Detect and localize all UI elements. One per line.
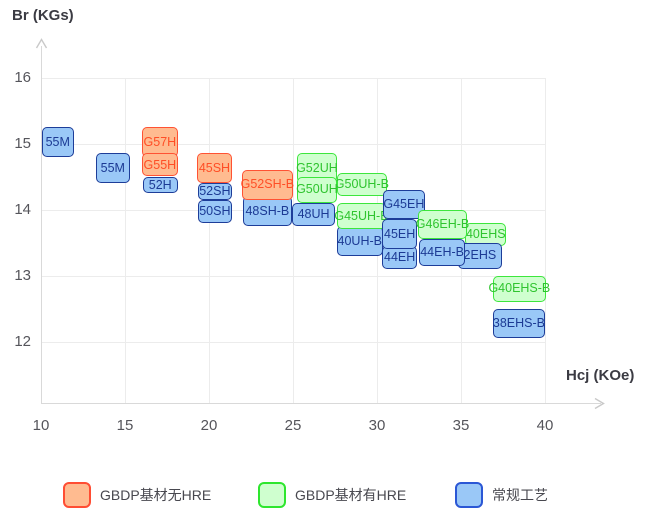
gridline-vertical [545,77,546,403]
grade-box: 55M [41,127,74,157]
grade-box-label: G50UH [296,182,338,197]
gridline-vertical [293,77,294,403]
grade-box: 45EH [382,219,418,250]
x-axis-arrow-icon [594,397,605,410]
grade-box: 48SH-B [242,196,293,226]
grade-box: 50SH [198,199,232,223]
legend-label: 常规工艺 [492,487,548,503]
grade-box: 2EHS [457,242,503,269]
x-tick-label: 15 [116,417,134,434]
grade-box: 44EH [382,245,418,269]
grade-box: G50UH-B [334,173,389,197]
grade-box-label: G52UH [296,160,338,175]
grade-box-label: G57H [143,134,177,149]
grade-box-label: 48UH [297,207,330,222]
y-tick-label: 13 [14,266,31,284]
grade-box-label: 52SH [199,184,231,199]
x-tick-label: 25 [284,417,302,434]
legend-swatch [455,482,483,508]
gridline-horizontal [41,143,545,145]
grade-box: G50UH [296,176,338,203]
grade-box-label: 50SH [199,203,231,218]
grade-box: G45UH-B [334,202,389,230]
legend-item-conventional[interactable]: 常规工艺 [455,481,548,509]
grade-box: G52SH-B [240,169,295,200]
grade-box: 44EH-B [419,239,466,266]
gridline-vertical [125,77,126,403]
legend-item-gbdp_with_hre[interactable]: GBDP基材有HRE [258,481,406,509]
grade-box-label: 38EHS-B [492,316,545,331]
grade-box: 52H [142,176,178,193]
grade-box: 38EHS-B [492,308,545,339]
y-tick-label: 15 [14,134,31,152]
x-tick-label: 10 [32,417,50,434]
legend-swatch [63,482,91,508]
gridline-horizontal [41,341,545,343]
grade-box: 55M [95,153,131,184]
grade-box: G46EH-B [415,209,470,240]
grade-box: 48UH [292,202,335,226]
y-tick-label: 16 [14,68,31,86]
grade-box-label: 48SH-B [245,203,290,218]
x-axis-title: Hcj (KOe) [566,367,635,384]
grade-box-label: G55H [143,157,177,172]
grade-box-label: 40EHS [465,226,506,241]
gridline-vertical [209,77,210,403]
grade-box-label: G50UH-B [334,177,389,192]
y-axis-title: Br (KGs) [12,7,74,24]
grade-box: G40EHS-B [488,275,550,302]
y-tick-label: 14 [14,200,31,218]
legend-item-gbdp_no_hre[interactable]: GBDP基材无HRE [63,481,211,509]
legend-label: GBDP基材有HRE [295,487,407,503]
grade-box: 52SH [198,183,232,200]
grade-box-label: 52H [148,177,172,192]
grade-box-label: 45SH [198,160,231,175]
grade-box: 40UH-B [336,226,383,256]
x-tick-label: 20 [200,417,218,434]
grade-box-label: 45EH [384,226,416,241]
y-axis-arrow-icon [35,38,48,49]
grade-box-label: G40EHS-B [488,281,551,296]
x-axis-line [41,403,601,404]
grade-box-label: G46EH-B [415,217,470,232]
y-axis-line [41,46,42,403]
grade-box-label: G45EH [383,197,425,212]
grade-box-label: 44EH-B [420,245,464,260]
x-tick-label: 35 [452,417,470,434]
grade-box-label: 44EH [384,250,416,265]
grade-box: G45EH [382,189,425,220]
grade-box: 40EHS [465,222,507,246]
grade-box-label: 55M [45,134,70,149]
y-tick-label: 12 [14,332,31,350]
x-tick-label: 30 [368,417,386,434]
grade-box-label: 2EHS [463,248,497,263]
gridline-horizontal [41,275,545,277]
grade-box: G57H [141,127,178,157]
grade-box-label: 40UH-B [337,233,382,248]
grade-box: 45SH [197,153,232,184]
grade-box-label: G52SH-B [240,177,295,192]
x-tick-label: 40 [536,417,554,434]
gridline-horizontal [41,77,545,79]
legend-label: GBDP基材无HRE [100,487,212,503]
grade-box-label: G45UH-B [334,208,389,223]
grade-box-label: 55M [100,160,125,175]
legend-swatch [258,482,286,508]
grade-box: G55H [141,153,178,177]
